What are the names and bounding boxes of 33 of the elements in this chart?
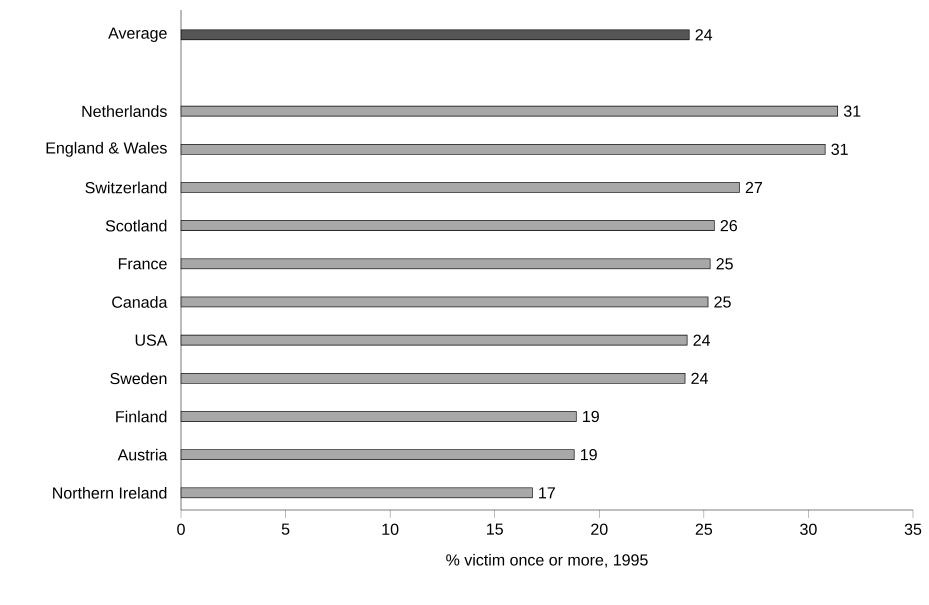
- y-tick-label: Average: [108, 28, 167, 42]
- y-tick-label: France: [118, 258, 167, 270]
- data-label: 24: [694, 334, 710, 346]
- y-tick-label: Scotland: [106, 220, 166, 232]
- x-tick-label: 5: [282, 524, 290, 535]
- data-label: 25: [714, 296, 731, 308]
- data-label: 25: [716, 258, 733, 270]
- x-tick-label: 30: [800, 524, 817, 535]
- x-tick-label: 35: [904, 524, 922, 535]
- data-label: 19: [583, 410, 599, 422]
- data-label: 31: [844, 105, 860, 117]
- y-tick-label: Canada: [112, 296, 168, 308]
- x-tick-label: 10: [382, 524, 398, 535]
- data-label: 31: [831, 144, 848, 155]
- data-label: 24: [691, 372, 708, 384]
- x-tick-label: 15: [487, 524, 503, 535]
- data-label: 24: [696, 29, 712, 40]
- data-label: 26: [720, 220, 738, 232]
- y-tick-label: England & Wales: [46, 142, 167, 157]
- x-tick-label: 0: [177, 524, 185, 535]
- data-label: 17: [539, 487, 555, 498]
- x-axis-title: % victim once or more, 1995: [446, 554, 648, 568]
- y-tick-label: Switzerland: [85, 182, 166, 194]
- data-label: 19: [581, 448, 597, 460]
- y-tick-label: Sweden: [110, 372, 166, 384]
- y-tick-label: USA: [136, 334, 168, 346]
- y-tick-label: Finland: [116, 410, 166, 422]
- x-tick-label: 25: [696, 524, 712, 535]
- y-tick-label: Austria: [118, 448, 168, 461]
- x-tick-label: 20: [591, 524, 608, 535]
- y-tick-label: Netherlands: [82, 105, 167, 118]
- data-label: 27: [746, 182, 762, 194]
- y-tick-label: Northern Ireland: [53, 486, 166, 499]
